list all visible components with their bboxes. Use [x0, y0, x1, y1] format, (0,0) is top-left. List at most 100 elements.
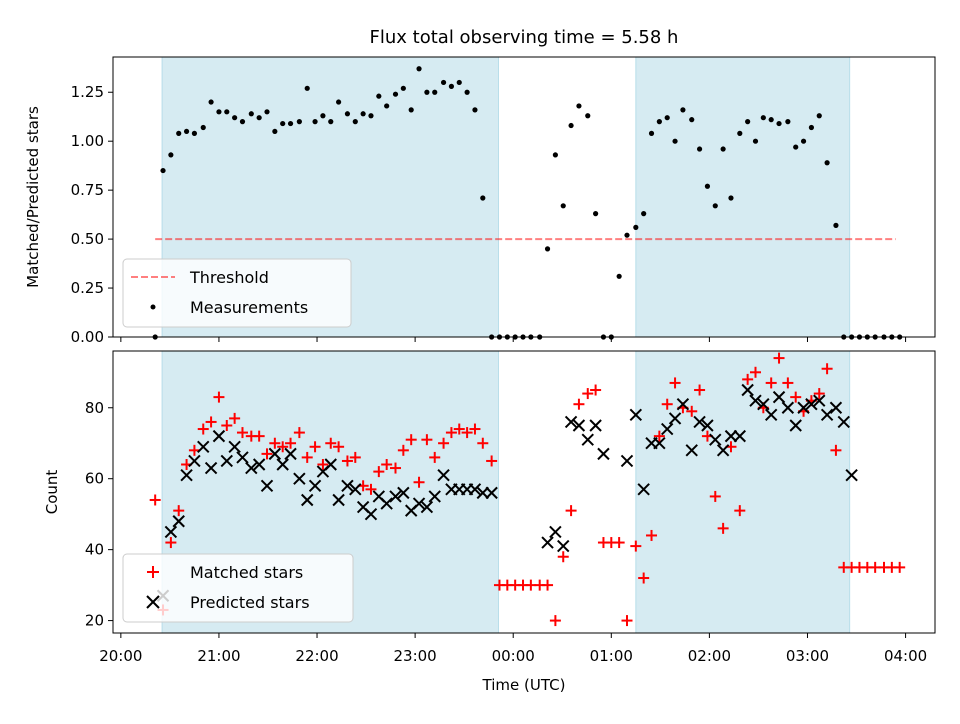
matched-stars-point: [205, 416, 217, 428]
predicted-stars-point: [637, 483, 650, 496]
matched-stars-point: [782, 377, 794, 389]
matched-stars-point: [405, 434, 417, 446]
predicted-stars-point: [557, 539, 570, 553]
matched-stars-point: [269, 437, 281, 449]
predicted-stars-point: [757, 398, 770, 411]
predicted-stars-point: [724, 429, 738, 443]
measurement-point: [641, 211, 647, 217]
matched-stars-point: [734, 505, 746, 517]
measurement-point: [760, 115, 766, 121]
matched-stars-point: [421, 434, 433, 446]
y-tick-label: 0.25: [71, 279, 104, 297]
predicted-stars-point: [829, 401, 843, 414]
measurement-point: [745, 119, 751, 125]
matched-stars-point: [173, 505, 185, 517]
matched-stars-point: [188, 444, 200, 456]
measurement-point: [239, 119, 246, 125]
predicted-stars-point: [180, 468, 193, 482]
y-tick-label: 0.75: [71, 181, 104, 199]
measurement-point: [352, 119, 358, 125]
measurement-point: [816, 113, 822, 119]
count-legend: Matched stars Predicted stars: [122, 553, 354, 623]
measurement-point: [408, 107, 414, 113]
matched-stars-point: [221, 419, 233, 431]
observing-span-2: [635, 350, 851, 634]
measurement-point: [416, 66, 422, 72]
observing-span-2: [635, 56, 851, 338]
measurement-point: [448, 83, 455, 89]
measurement-point: [616, 273, 622, 279]
measurement-point: [400, 85, 406, 91]
predicted-stars-point: [764, 408, 778, 422]
matched-stars-point: [669, 377, 681, 389]
predicted-stars-point: [260, 479, 274, 492]
measurement-point: [785, 119, 791, 125]
measurement-point: [232, 115, 238, 121]
measurement-point: [456, 79, 462, 86]
matched-stars-point: [486, 455, 498, 467]
matched-stars-point: [582, 388, 594, 400]
matched-stars-point: [149, 494, 161, 506]
matched-stars-point: [613, 537, 625, 549]
predicted-stars-point: [380, 497, 393, 510]
measurement-point: [360, 111, 366, 117]
matched-stars-point: [301, 451, 313, 463]
x-tick-label: 20:00: [99, 647, 142, 665]
matched-stars-point: [390, 462, 402, 474]
y-tick-label: 0.50: [71, 230, 104, 248]
x-tick-label: 21:00: [197, 647, 240, 665]
measurement-point: [304, 85, 310, 91]
matched-stars-point: [429, 451, 441, 463]
predicted-stars-point: [661, 422, 674, 436]
predicted-stars-point: [236, 451, 249, 464]
ratio-x-ticks: [120, 337, 907, 342]
ratio-y-ticks: 0.00 0.25 0.50 0.75 1.00 1.25: [71, 83, 113, 346]
predicted-stars-point: [837, 415, 850, 429]
count-axes-frame: [112, 350, 936, 634]
measurement-point: [200, 124, 206, 131]
predicted-stars-point: [476, 486, 490, 500]
measurement-point: [392, 91, 399, 97]
count-y-ticks: 20 40 60 80: [85, 399, 113, 630]
predicted-stars-point: [349, 483, 362, 496]
predicted-stars-point: [468, 483, 482, 496]
measurement-point: [208, 99, 214, 105]
predicted-stars-point: [813, 394, 826, 407]
matched-stars-point: [236, 427, 248, 439]
measurement-point: [793, 144, 799, 150]
measurement-point: [424, 89, 430, 95]
predicted-stars-point: [245, 461, 258, 475]
y-tick-label: 40: [85, 541, 104, 559]
measurement-point: [560, 203, 566, 209]
predicted-stars-point: [668, 412, 682, 425]
legend-predicted-swatch: [146, 595, 160, 609]
matched-stars-point: [773, 352, 785, 364]
measurement-point: [312, 119, 318, 125]
measurement-point: [160, 167, 166, 174]
matched-stars-point: [317, 459, 329, 471]
matched-stars-point: [549, 615, 561, 627]
figure-title: Flux total observing time = 5.58 h: [370, 27, 679, 48]
predicted-stars-point: [420, 500, 434, 514]
legend-measurements-label: Measurements: [190, 298, 308, 317]
matched-stars-point: [293, 427, 305, 439]
matched-stars-point: [590, 384, 602, 396]
predicted-stars-point: [301, 493, 314, 507]
matched-stars-point: [638, 572, 650, 584]
measurement-points: [152, 66, 903, 340]
predicted-stars-point: [797, 401, 810, 414]
matched-stars-point: [325, 437, 337, 449]
matched-stars-point: [229, 412, 241, 424]
predicted-stars-point: [685, 444, 698, 457]
predicted-stars-point: [228, 440, 241, 453]
measurement-point: [472, 107, 478, 113]
predicted-stars-point: [220, 454, 233, 468]
measurement-point: [248, 111, 254, 117]
measurement-point: [344, 111, 351, 117]
matched-stars-point: [813, 388, 825, 400]
measurement-point: [384, 103, 390, 109]
x-tick-label: 00:00: [492, 647, 535, 665]
predicted-stars-point: [172, 515, 185, 528]
x-tick-label: 23:00: [394, 647, 437, 665]
